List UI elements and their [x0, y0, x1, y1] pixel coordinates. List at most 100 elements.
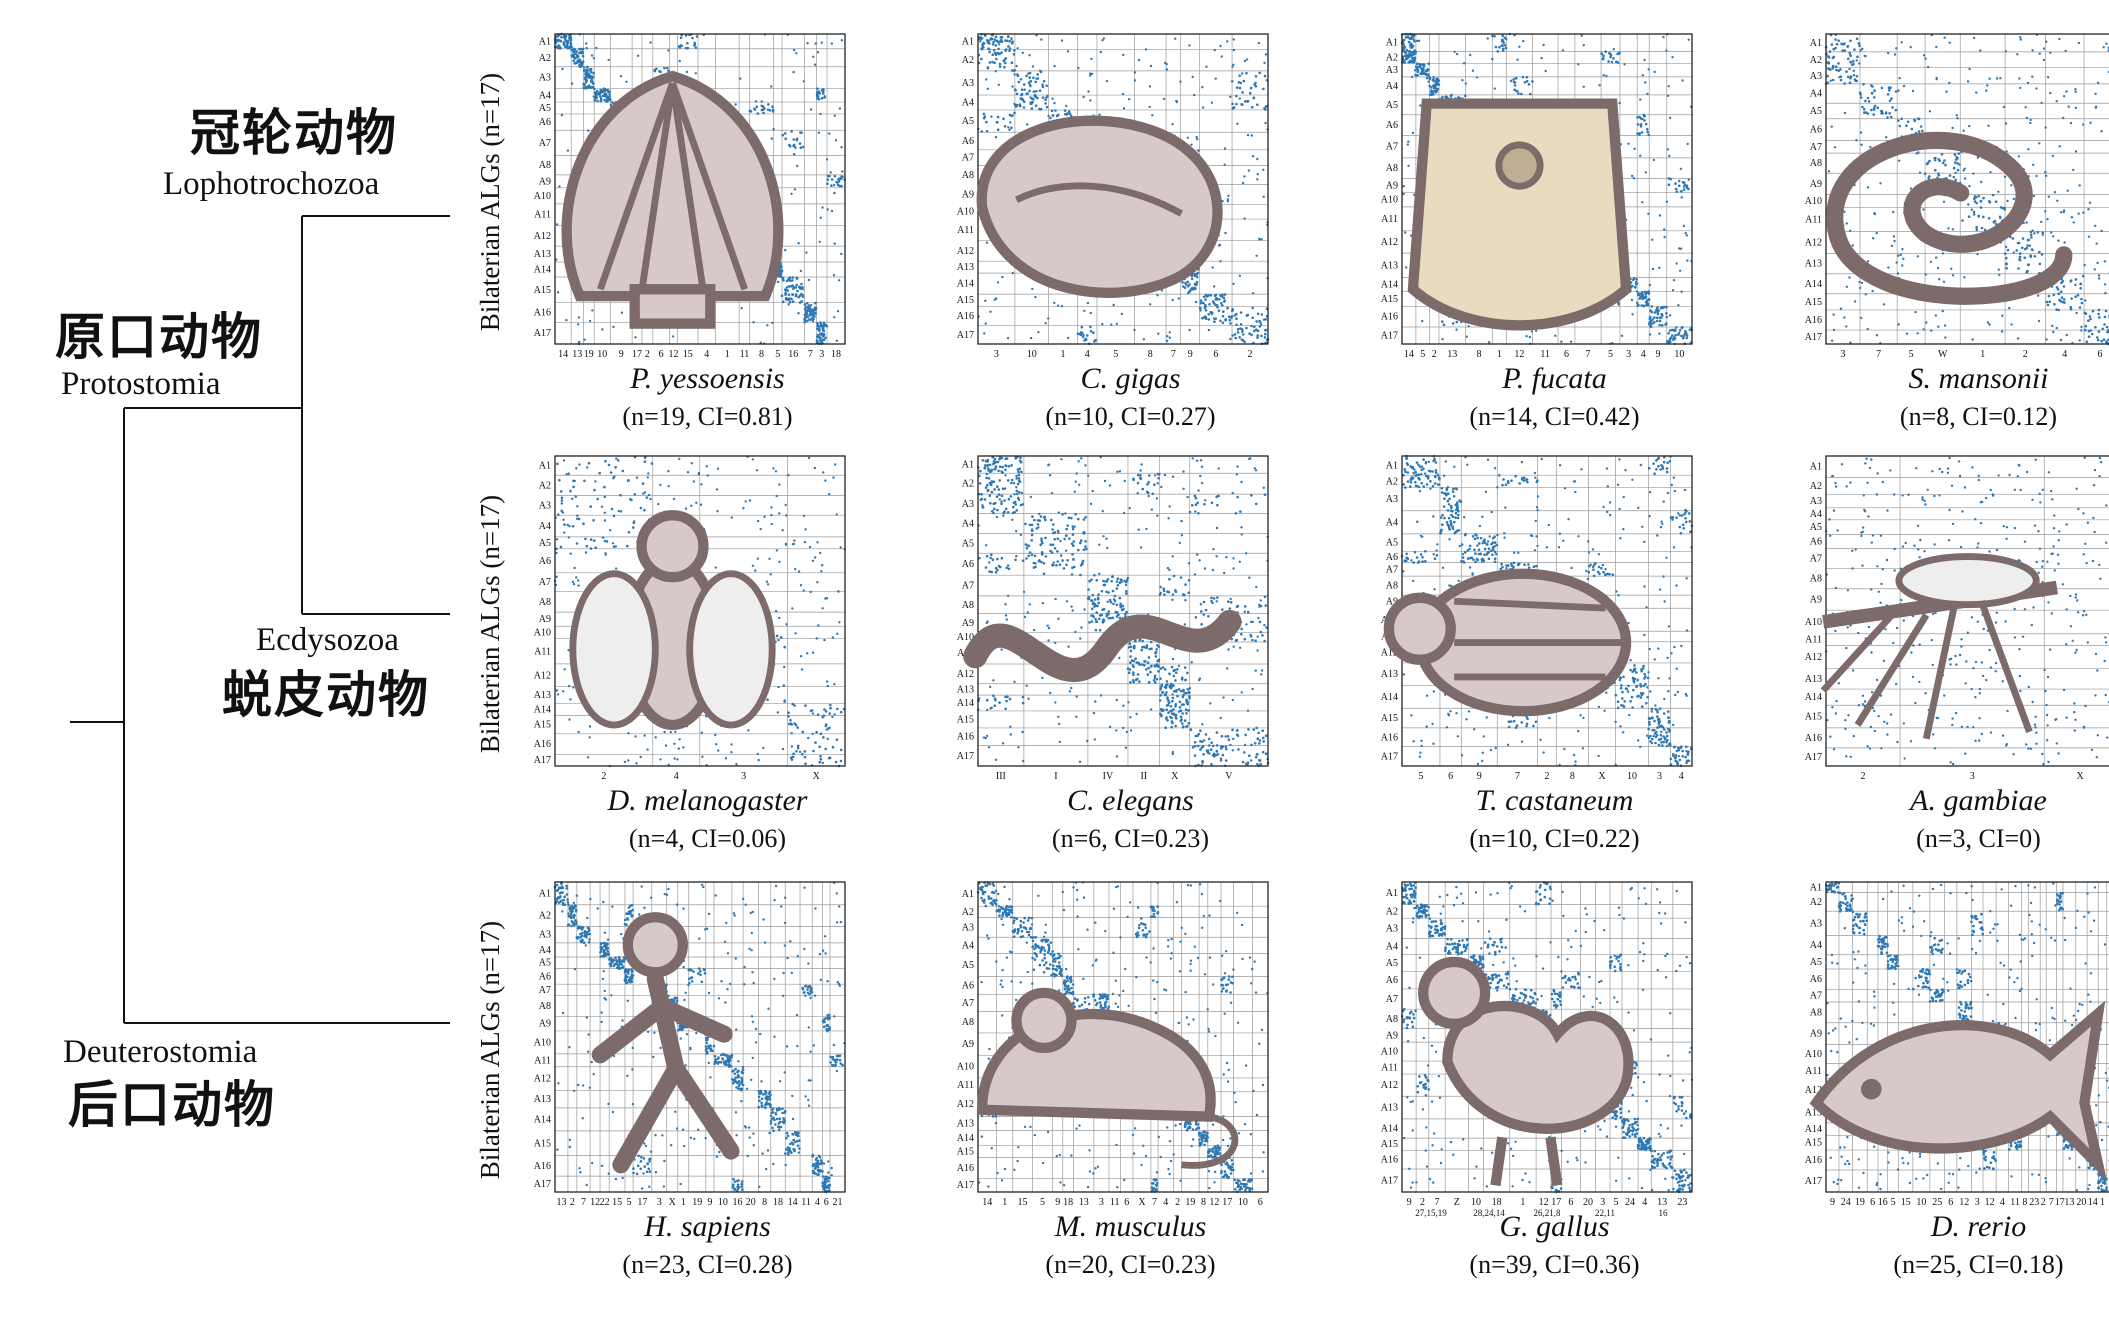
x-tick-label: 10 — [1471, 1197, 1481, 1208]
x-tick-label: 3 — [1657, 771, 1662, 782]
clade-label-protostomia-cn: 原口动物 — [55, 308, 263, 366]
y-tick-label: A6 — [539, 117, 551, 128]
x-tick-label: 13 — [1079, 1197, 1089, 1208]
y-tick-label: A1 — [962, 37, 974, 48]
panel-t-castaneum: A1A2A3A4A5A6A7A8A9A10A11A12A13A14A15A16A… — [1342, 450, 1697, 853]
y-tick-label: A1 — [539, 36, 551, 47]
y-tick-label: A6 — [962, 559, 974, 570]
y-tick-label: A12 — [957, 246, 974, 257]
panel-a-gambiae: A1 A2 A3 A4 A5 A6 A7 A8 A9 A10 A11 A12 A13 A14 A15 A16 A… — [1766, 450, 2109, 853]
x-tick-label: 4 — [1679, 771, 1684, 782]
x-tick-label: 18 — [831, 349, 841, 360]
panel-p-fucata: A1 A2 A3 A4 A5 A6 A7 A8 A9 A10 A11 A12 A13 A14 A15 A16 A… — [1342, 28, 1697, 431]
y-tick-label: A5 — [1810, 522, 1822, 533]
x-tick-label: 7 — [2049, 1197, 2054, 1208]
y-tick-label: A14 — [957, 1133, 974, 1144]
x-tick-label: 13 — [2064, 1197, 2074, 1208]
x-tick-label: 21 — [833, 1197, 843, 1208]
x-tick-label: 7 — [1171, 349, 1176, 360]
x-tick-label: 2 — [2041, 1197, 2046, 1208]
clade-label-protostomia-en: Protostomia — [61, 366, 221, 402]
x-tick-label: 4 — [2000, 1197, 2005, 1208]
x-tick-label: 9 — [1656, 349, 1661, 360]
x-tick-label: 2 — [645, 349, 650, 360]
x-tick-label: 14 — [1404, 349, 1414, 360]
y-tick-label: A6 — [1810, 974, 1822, 985]
x-tick-label: 8 — [1148, 349, 1153, 360]
x-tick-label: 8 — [1477, 349, 1482, 360]
y-tick-label: A7 — [539, 985, 551, 996]
y-tick-label: A4 — [1386, 81, 1398, 92]
x-tick-label: 23 — [1677, 1197, 1687, 1208]
species-name: A. gambiae — [1910, 784, 2047, 817]
x-tick-label: 19 — [584, 349, 594, 360]
x-tick-label: 10 — [597, 349, 607, 360]
y-tick-label: A8 — [962, 170, 974, 181]
y-tick-label: A2 — [962, 907, 974, 918]
x-tick-label: 6 — [2098, 349, 2103, 360]
y-tick-label: A2 — [539, 911, 551, 922]
y-tick-label: A3 — [962, 499, 974, 510]
x-tick-label: 6 — [1568, 1197, 1573, 1208]
y-tick-label: A2 — [1810, 481, 1822, 492]
beetle-icon — [1383, 568, 1632, 717]
x-tick-label: 2 — [1175, 1197, 1180, 1208]
x-tick-label: 13 — [1657, 1197, 1667, 1208]
y-tick-label: A1 — [539, 888, 551, 899]
y-tick-label: A12 — [1381, 1080, 1398, 1091]
y-tick-label: A11 — [534, 646, 551, 657]
species-name: D. melanogaster — [607, 784, 808, 817]
y-tick-label: A13 — [957, 684, 974, 695]
y-tick-label: A7 — [539, 577, 551, 588]
y-tick-label: A15 — [957, 1147, 974, 1158]
y-tick-label: A16 — [1381, 732, 1398, 743]
y-tick-label: A8 — [962, 1017, 974, 1028]
y-tick-label: A10 — [1805, 196, 1822, 207]
x-tick-label: 12 — [1959, 1197, 1969, 1208]
y-tick-label: A2 — [1386, 52, 1398, 63]
scallop-icon — [561, 70, 784, 329]
y-tick-label: A10 — [1381, 195, 1398, 206]
x-tick-label: 16 — [788, 349, 798, 360]
y-tick-label: A6 — [962, 980, 974, 991]
y-tick-label: A13 — [1381, 1103, 1398, 1114]
y-tick-label: A3 — [1810, 918, 1822, 929]
y-tick-label: A7 — [1386, 994, 1398, 1005]
oyster-icon — [976, 115, 1223, 298]
y-tick-label: A10 — [534, 628, 551, 639]
y-tick-label: A12 — [957, 1099, 974, 1110]
species-stats: (n=8, CI=0.12) — [1899, 402, 2058, 431]
x-tick-label: 12 — [1209, 1197, 1219, 1208]
x-tick-label: 9 — [1830, 1197, 1835, 1208]
x-tick-label: 3 — [1099, 1197, 1104, 1208]
species-stats: (n=14, CI=0.42) — [1469, 402, 1640, 431]
x-tick-label: 6 — [1124, 1197, 1129, 1208]
species-stats: (n=23, CI=0.28) — [622, 1250, 793, 1279]
x-tick-label: 8 — [759, 349, 764, 360]
x-tick-label: 5 — [1113, 349, 1118, 360]
species-stats: (n=25, CI=0.18) — [1893, 1250, 2064, 1279]
y-tick-label: A17 — [534, 755, 551, 766]
y-tick-label: A2 — [539, 480, 551, 491]
y-tick-label: A14 — [1381, 1124, 1398, 1135]
y-tick-label: A17 — [1805, 752, 1822, 763]
y-tick-label: A17 — [957, 1180, 974, 1191]
y-tick-label: A13 — [1381, 669, 1398, 680]
x-tick-label: 20 — [1583, 1197, 1593, 1208]
y-tick-label: A15 — [534, 720, 551, 731]
y-tick-label: A6 — [1386, 975, 1398, 986]
y-tick-label: A4 — [539, 521, 551, 532]
x-tick-label: 23 — [2029, 1197, 2039, 1208]
y-tick-label: A8 — [1810, 574, 1822, 585]
x-tick-label: 1 — [1002, 1197, 1007, 1208]
x-tick-label: 5 — [775, 349, 780, 360]
y-tick-label: A17 — [1805, 332, 1822, 343]
x-tick-label: 4 — [1642, 1197, 1647, 1208]
y-tick-label: A12 — [1381, 237, 1398, 248]
human-icon — [591, 912, 740, 1174]
x-tick-label: 7 — [1586, 349, 1591, 360]
y-tick-label: A16 — [534, 1161, 551, 1172]
fish-icon — [1809, 1000, 2108, 1181]
y-tick-label: A1 — [1386, 888, 1398, 899]
y-tick-label: A8 — [1386, 163, 1398, 174]
